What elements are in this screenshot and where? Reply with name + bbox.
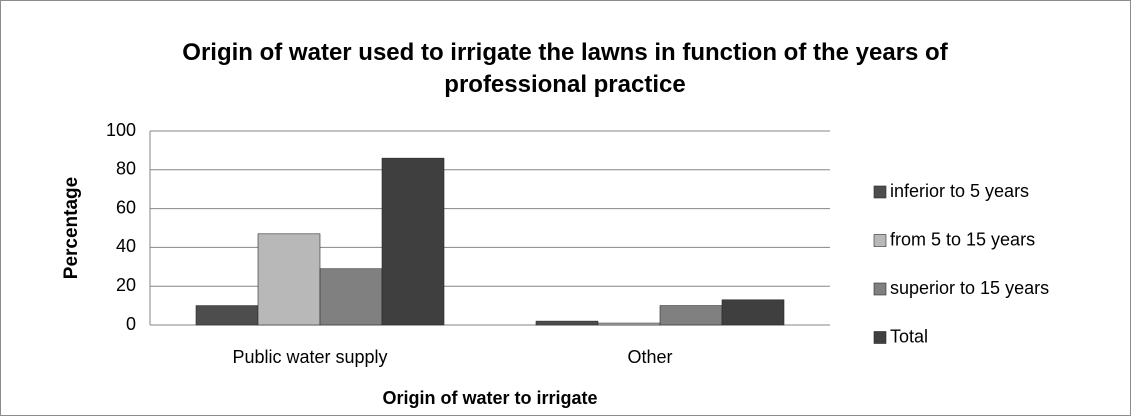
bar [319, 268, 383, 326]
legend-swatch [873, 282, 887, 296]
x-axis-label: Origin of water to irrigate [382, 388, 597, 408]
y-tick-label: 100 [106, 120, 136, 140]
legend-label: Total [890, 326, 928, 346]
chart-title: Origin of water used to irrigate the law… [182, 39, 948, 98]
bar [721, 299, 785, 326]
y-tick-label: 80 [116, 159, 136, 179]
legend-label: superior to 15 years [890, 278, 1049, 298]
legend-swatch [873, 331, 887, 344]
bar [257, 233, 321, 326]
bar [195, 305, 259, 326]
x-tick-label: Public water supply [232, 347, 387, 367]
y-tick-label: 60 [116, 197, 136, 217]
y-axis-label: Percentage [61, 177, 82, 279]
bar [381, 157, 445, 326]
y-tick-label: 40 [116, 236, 136, 256]
legend-label: from 5 to 15 years [890, 229, 1035, 249]
bar [659, 305, 723, 326]
legend-label: inferior to 5 years [890, 181, 1029, 201]
legend-swatch [873, 234, 887, 247]
x-tick-label: Other [627, 347, 672, 367]
y-tick-label: 20 [116, 275, 136, 295]
bar [597, 322, 661, 326]
legend-swatch [873, 185, 887, 199]
bar [535, 320, 599, 326]
y-tick-label: 0 [126, 314, 136, 334]
